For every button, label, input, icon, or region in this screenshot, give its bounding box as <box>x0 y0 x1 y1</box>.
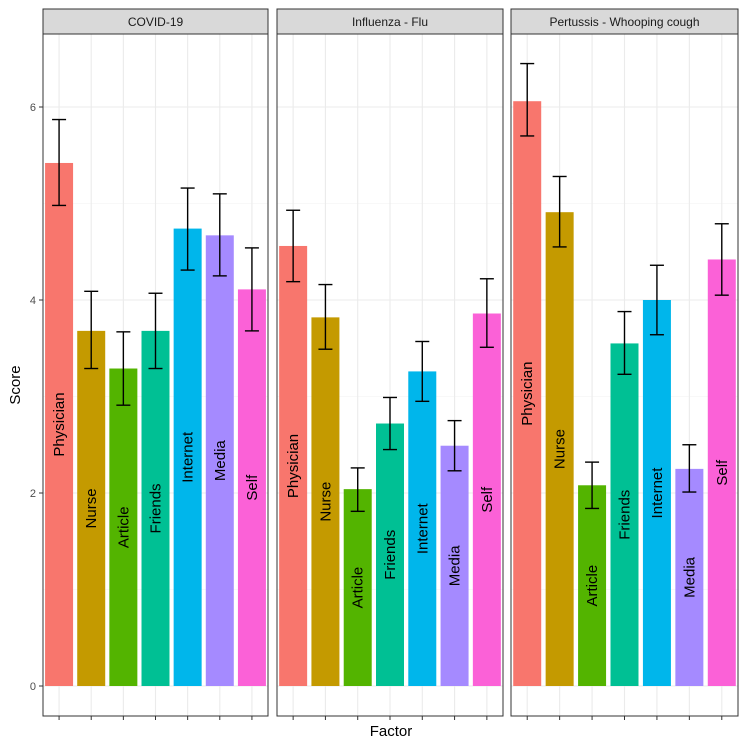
bar-self <box>237 289 266 686</box>
error-bar <box>552 175 567 248</box>
panel-3: Pertussis - Whooping cough Physician Nurse… <box>510 8 739 720</box>
error-bar <box>350 467 365 513</box>
bar-internet <box>408 371 437 686</box>
bar-physician <box>45 162 74 687</box>
bar-label: Physician <box>51 392 68 456</box>
bar-physician <box>279 245 308 686</box>
error-bar <box>148 292 163 370</box>
error-bar <box>649 264 664 336</box>
y-tick-label: 2 <box>30 488 36 500</box>
bar-label: Internet <box>414 502 431 554</box>
error-bar <box>682 444 697 493</box>
panel-border <box>510 33 739 717</box>
error-bar <box>244 247 259 332</box>
bar-label: Article <box>115 506 132 548</box>
bar-label: Physician <box>519 362 536 426</box>
panel-2: Influenza - Flu Physician Nurse Article Frie… <box>276 8 504 720</box>
bar-label: Friends <box>148 483 165 533</box>
bar-label: Internet <box>180 431 197 483</box>
bar-label: Media <box>681 556 698 598</box>
panel-strip <box>276 8 504 35</box>
bar-label: Media <box>212 440 229 482</box>
error-bar <box>84 290 99 370</box>
bar-media <box>675 468 704 686</box>
error-bar <box>52 118 67 207</box>
bar-friends <box>610 343 639 686</box>
bar-label: Nurse <box>317 482 334 522</box>
bar-nurse <box>545 212 574 686</box>
bar-label: Self <box>244 474 261 501</box>
bar-label: Physician <box>285 434 302 498</box>
panels-layer: COVID-19 Physician Nurse Article Friends Inte… <box>42 8 739 720</box>
bar-article <box>109 368 138 686</box>
bar-label: Media <box>447 545 464 587</box>
error-bar <box>116 331 131 406</box>
error-bar <box>479 278 494 348</box>
y-axis-title: Score <box>7 365 24 404</box>
y-tick-label: 6 <box>30 102 36 114</box>
error-bar <box>520 62 535 137</box>
error-bar <box>383 396 397 451</box>
bar-nurse <box>311 317 340 686</box>
error-bar <box>617 310 632 376</box>
panel-title: Pertussis - Whooping cough <box>549 15 699 29</box>
panel-strip <box>510 8 739 35</box>
panel-title: Influenza - Flu <box>352 15 428 29</box>
error-bar <box>415 340 430 403</box>
bar-label: Nurse <box>552 429 569 469</box>
error-bar <box>714 223 729 296</box>
bar-self <box>472 313 501 686</box>
panel-strip <box>42 8 269 35</box>
bar-label: Self <box>479 486 496 513</box>
bar-label: Internet <box>649 467 666 519</box>
error-bar <box>286 209 301 283</box>
bar-label: Self <box>714 459 731 486</box>
y-axis: 0 2 4 6 <box>30 102 43 693</box>
bar-article <box>343 489 372 686</box>
bar-media <box>205 235 234 686</box>
bar-self <box>707 259 736 686</box>
error-bar <box>585 461 600 510</box>
bar-internet <box>642 300 671 686</box>
bar-friends <box>141 330 170 686</box>
y-tick-label: 0 <box>30 681 36 693</box>
bar-friends <box>376 423 404 686</box>
bar-article <box>578 485 607 686</box>
error-bar <box>212 193 227 277</box>
bar-nurse <box>77 330 106 686</box>
bar-internet <box>173 228 202 686</box>
bar-label: Friends <box>382 530 399 580</box>
bar-physician <box>513 101 542 686</box>
panel-border <box>42 33 269 717</box>
bar-label: Article <box>350 567 367 609</box>
bar-label: Nurse <box>83 488 100 528</box>
x-axis-title: Factor <box>370 723 413 740</box>
error-bar <box>180 187 195 271</box>
error-bar <box>318 283 333 350</box>
panel-1: COVID-19 Physician Nurse Article Friends Inte… <box>42 8 269 720</box>
bar-media <box>440 445 469 686</box>
bar-label: Article <box>584 565 601 607</box>
y-tick-label: 4 <box>30 295 36 307</box>
error-bar <box>447 419 462 472</box>
panel-border <box>276 33 504 717</box>
bar-label: Friends <box>617 490 634 540</box>
panel-title: COVID-19 <box>128 15 184 29</box>
